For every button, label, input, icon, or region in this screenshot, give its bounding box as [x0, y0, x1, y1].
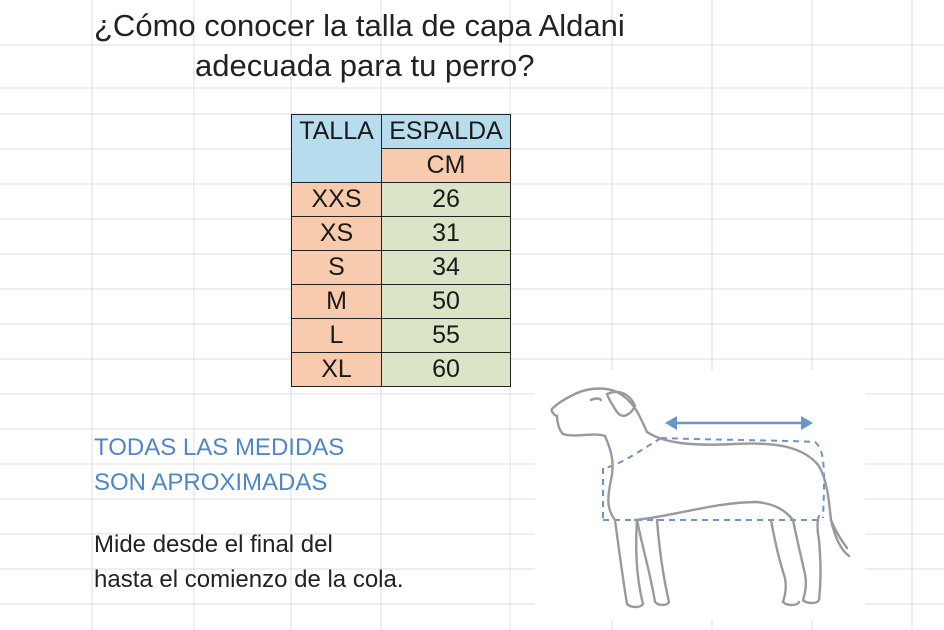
instructions-line-1: Mide desde el final del: [94, 531, 333, 558]
size-cell[interactable]: M: [291, 284, 382, 319]
coat-outline: [602, 437, 826, 521]
header-espalda[interactable]: ESPALDA: [381, 114, 511, 149]
title-line-2: adecuada para tu perro?: [195, 48, 535, 83]
measure-cell[interactable]: 34: [381, 250, 511, 285]
size-cell[interactable]: S: [291, 250, 382, 285]
size-cell[interactable]: XXS: [291, 182, 382, 217]
dog-measurement-icon: [550, 387, 851, 609]
measure-cell[interactable]: 31: [381, 216, 511, 251]
note-line-1: TODAS LAS MEDIDAS: [94, 434, 345, 461]
back-length-arrow: [665, 416, 813, 430]
size-cell[interactable]: XL: [291, 352, 382, 387]
note-line-2: SON APROXIMADAS: [94, 469, 328, 496]
table-row: XXS 26: [291, 182, 511, 217]
measure-instructions: Mide desde el final del hasta el comienz…: [94, 527, 404, 597]
table-row: L 55: [291, 318, 511, 353]
approximate-note: TODAS LAS MEDIDAS SON APROXIMADAS: [94, 430, 344, 500]
header-unit[interactable]: CM: [381, 148, 511, 183]
dog-measurement-illustration: [535, 370, 865, 620]
dog-shape: [550, 387, 851, 609]
header-talla[interactable]: TALLA: [291, 114, 382, 183]
instructions-line-2: hasta el comienzo de la cola.: [94, 566, 404, 593]
measure-cell[interactable]: 26: [381, 182, 511, 217]
table-row: M 50: [291, 284, 511, 319]
measure-cell[interactable]: 55: [381, 318, 511, 353]
title-line-1: ¿Cómo conocer la talla de capa Aldani: [94, 8, 625, 43]
size-table: TALLA ESPALDA CM XXS 26 XS 31 S 34 M 50 …: [291, 114, 511, 387]
table-row: XL 60: [291, 352, 511, 387]
table-header-row: TALLA ESPALDA: [291, 114, 511, 183]
measure-cell[interactable]: 50: [381, 284, 511, 319]
measure-cell[interactable]: 60: [381, 352, 511, 387]
size-cell[interactable]: L: [291, 318, 382, 353]
size-cell[interactable]: XS: [291, 216, 382, 251]
table-row: XS 31: [291, 216, 511, 251]
table-unit-row: CM: [292, 148, 511, 183]
page-title: ¿Cómo conocer la talla de capa Aldani ad…: [94, 6, 694, 86]
table-row: S 34: [291, 250, 511, 285]
